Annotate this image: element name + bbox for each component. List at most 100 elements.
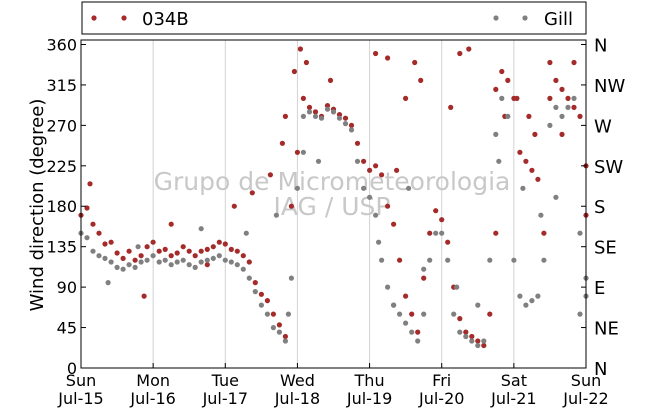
point-034b	[493, 230, 499, 236]
point-gill	[354, 158, 361, 164]
point-gill	[475, 342, 481, 349]
y-tick-label: 360	[46, 35, 77, 54]
point-gill	[373, 212, 379, 218]
point-gill	[463, 333, 469, 340]
point-034b	[571, 104, 577, 110]
point-034b	[234, 248, 240, 254]
x-tick-date: Jul-15	[57, 389, 103, 408]
point-gill	[132, 264, 138, 270]
point-gill	[108, 259, 114, 265]
point-gill	[336, 115, 343, 121]
point-gill	[421, 311, 427, 317]
point-gill	[577, 311, 583, 317]
watermark-line-1: Grupo de Micrometeorologia	[154, 167, 511, 196]
point-034b	[180, 244, 186, 250]
point-034b	[433, 208, 439, 214]
point-gill	[535, 293, 541, 299]
point-gill	[379, 257, 385, 263]
point-034b	[144, 244, 150, 250]
point-034b	[457, 316, 463, 322]
point-034b	[373, 163, 379, 169]
point-gill	[330, 109, 337, 115]
point-gill	[505, 113, 511, 119]
point-034b	[559, 86, 565, 92]
y2-tick-label: N	[594, 359, 607, 380]
point-034b	[270, 311, 276, 317]
point-gill	[511, 257, 517, 263]
point-gill	[180, 257, 186, 263]
point-gill	[270, 325, 276, 331]
point-gill	[541, 257, 547, 263]
point-034b	[505, 77, 511, 83]
point-gill	[84, 235, 90, 241]
point-gill	[403, 320, 409, 326]
point-034b	[445, 239, 451, 245]
point-034b	[267, 172, 273, 178]
legend: 034B Gill	[81, 1, 587, 35]
y-tick-label: 135	[46, 238, 77, 257]
point-gill	[385, 284, 391, 290]
point-gill	[174, 259, 180, 265]
point-gill	[126, 262, 132, 268]
point-034b	[403, 293, 409, 299]
point-034b	[565, 95, 571, 101]
point-034b	[216, 239, 222, 245]
point-034b	[192, 253, 198, 259]
point-034b	[288, 203, 294, 209]
point-034b	[391, 221, 397, 227]
point-034b	[126, 248, 132, 254]
point-034b	[324, 103, 331, 109]
point-034b	[553, 77, 559, 83]
x-tick-day: Tue	[211, 371, 239, 390]
point-034b	[282, 333, 288, 340]
point-034b	[547, 95, 553, 101]
point-gill	[348, 127, 355, 133]
y2-tick-label: E	[594, 278, 605, 299]
plot-frame	[80, 39, 587, 369]
point-034b	[90, 221, 96, 227]
point-gill	[285, 311, 291, 317]
point-gill	[258, 302, 264, 308]
point-gill	[186, 262, 192, 268]
x-tick-day: Sun	[571, 371, 601, 390]
y-axis-right: N NE E SE S SW W NW N	[581, 35, 625, 380]
point-gill	[523, 302, 529, 308]
point-034b	[120, 255, 126, 261]
point-gill	[324, 106, 331, 112]
x-tick-day: Thu	[354, 371, 385, 390]
point-gill	[264, 311, 270, 317]
point-034b	[415, 329, 421, 335]
point-034b	[186, 248, 192, 254]
point-gill	[216, 253, 222, 259]
point-gill	[222, 257, 228, 263]
point-034b	[457, 50, 463, 57]
point-gill	[499, 95, 505, 101]
point-034b	[279, 140, 285, 146]
point-gill	[273, 212, 279, 218]
point-gill	[198, 259, 204, 265]
point-gill	[243, 230, 249, 236]
point-034b	[535, 176, 541, 182]
y-tick-label: 45	[57, 319, 77, 338]
point-034b	[571, 59, 577, 66]
legend-marker-gill	[522, 15, 528, 21]
y2-tick-label: SW	[594, 157, 623, 178]
y-axis-label: Wind direction (degree)	[27, 99, 48, 312]
point-gill	[409, 329, 415, 335]
point-gill	[415, 338, 421, 344]
point-034b	[222, 241, 228, 247]
point-gill	[406, 185, 412, 191]
legend-marker-gill	[493, 15, 499, 21]
point-034b	[397, 257, 403, 263]
point-034b	[418, 77, 424, 83]
point-gill	[547, 122, 553, 128]
point-gill	[234, 262, 240, 268]
point-gill	[198, 226, 204, 232]
point-034b	[577, 113, 583, 119]
point-034b	[156, 248, 162, 254]
point-gill	[427, 257, 433, 263]
point-034b	[403, 95, 409, 101]
y2-tick-label: NE	[594, 319, 619, 340]
point-034b	[306, 104, 313, 110]
x-tick-date: Jul-19	[346, 389, 392, 408]
